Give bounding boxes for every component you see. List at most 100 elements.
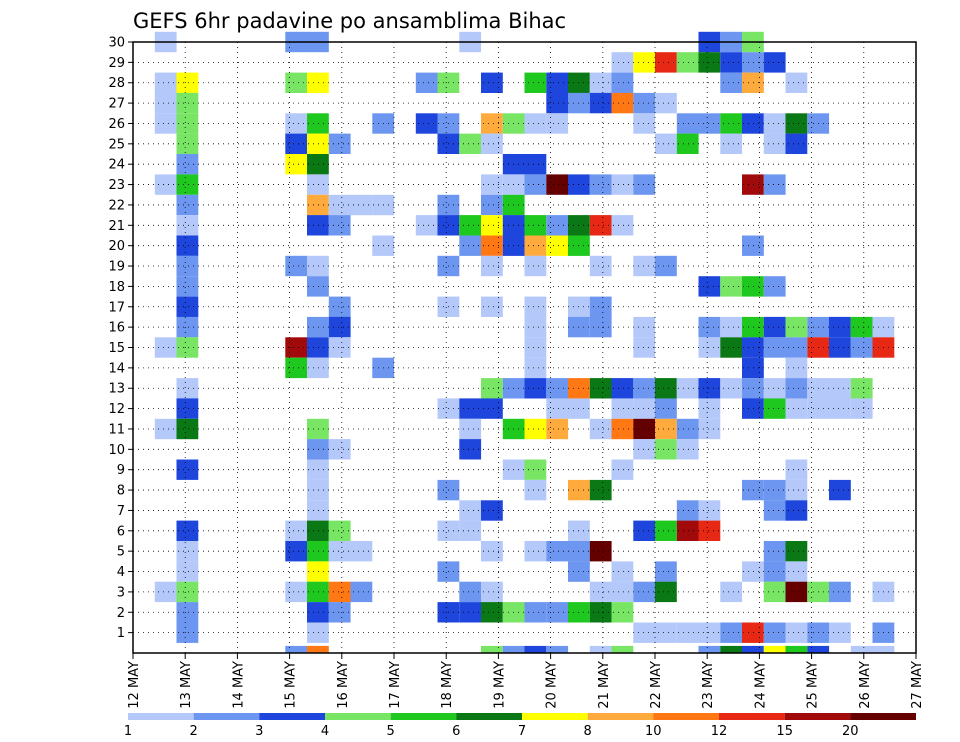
heatmap-cell [655,398,677,419]
y-tick-label: 6 [117,524,125,539]
heatmap-cell [328,602,351,623]
heatmap-cell [742,276,764,297]
heatmap-cell [546,418,569,440]
heatmap-cell [350,541,373,562]
heatmap-cell [785,357,808,379]
x-tick-label: 15 MAY [284,661,299,709]
heatmap-cell [285,520,308,541]
heatmap-cell [524,215,547,236]
heatmap-cell [481,500,503,521]
heatmap-cell [720,622,743,643]
heatmap-cell [829,378,851,399]
heatmap-cells [154,31,895,653]
y-tick-label: 18 [108,280,125,295]
heatmap-cell [176,174,199,195]
y-tick-label: 29 [108,56,125,71]
heatmap-cell [742,113,764,134]
heatmap-cell [763,174,786,195]
heatmap-cell [829,622,851,643]
heatmap-cell [524,72,547,93]
heatmap-cell [850,337,873,358]
heatmap-cell [481,398,503,419]
heatmap-cell [481,133,503,154]
x-tick-label: 27 MAY [910,661,925,709]
x-tick-label: 25 MAY [806,661,821,709]
heatmap-cell [524,337,547,358]
x-tick-label: 23 MAY [701,661,716,709]
heatmap-cell [285,113,308,134]
heatmap-cell [176,541,199,562]
y-tick-label: 17 [108,300,125,315]
heatmap-cell [459,520,482,541]
heatmap-cell [176,235,199,256]
x-tick-label: 18 MAY [440,661,455,709]
heatmap-cell [633,418,656,440]
heatmap-cell [176,255,199,277]
heatmap-cell [785,541,808,562]
heatmap-cell [720,645,743,653]
heatmap-cell [676,113,699,134]
y-tick-label: 15 [108,341,125,356]
heatmap-cell [481,215,503,236]
heatmap-cell [154,113,177,134]
heatmap-cell [524,357,547,379]
x-tick-label: 19 MAY [492,661,507,709]
heatmap-cell [459,215,482,236]
y-tick-label: 26 [108,117,125,132]
colorbar-label: 10 [645,724,662,739]
heatmap-cell [720,337,743,358]
y-tick-label: 13 [108,382,125,397]
heatmap-cell [611,459,634,480]
heatmap-cell [655,520,677,541]
heatmap-cell [328,194,351,216]
y-tick-label: 11 [108,422,125,437]
heatmap-cell [785,398,808,419]
heatmap-cell [154,92,177,114]
heatmap-cell [176,378,199,399]
heatmap-cell [655,418,677,440]
heatmap-cell [307,154,329,175]
heatmap-cell [698,520,721,541]
colorbar-swatch [325,713,391,720]
heatmap-cell [850,378,873,399]
heatmap-cell [763,398,786,419]
heatmap-cell [589,581,612,603]
y-tick-label: 28 [108,76,125,91]
heatmap-cell [611,72,634,93]
heatmap-cell [742,316,764,338]
heatmap-cell [720,581,743,603]
heatmap-cell [698,276,721,297]
heatmap-cell [720,113,743,134]
heatmap-cell [763,561,786,582]
heatmap-cell [502,645,525,653]
heatmap-cell [698,645,721,653]
heatmap-cell [676,439,699,460]
heatmap-cell [176,72,199,93]
heatmap-cell [176,520,199,541]
heatmap-cell [655,92,677,114]
heatmap-cell [720,52,743,73]
heatmap-cell [176,602,199,623]
heatmap-cell [698,622,721,643]
heatmap-cell [785,645,808,653]
heatmap-cell [633,378,656,399]
heatmap-cell [698,52,721,73]
heatmap-cell [785,500,808,521]
colorbar-swatch [784,713,851,720]
heatmap-cell [589,215,612,236]
heatmap-cell [328,296,351,317]
heatmap-cell [307,622,329,643]
heatmap-cell [546,645,569,653]
heatmap-cell [676,622,699,643]
heatmap-cell [850,398,873,419]
heatmap-cell [633,581,656,603]
colorbar-label: 20 [842,724,859,739]
heatmap-cell [176,215,199,236]
heatmap-cell [176,92,199,114]
x-tick-label: 12 MAY [127,661,142,709]
heatmap-cell [307,113,329,134]
heatmap-cell [698,500,721,521]
y-axis-ticks: 1234567891011121314151617181920212223242… [108,36,133,641]
heatmap-cell [785,72,808,93]
heatmap-cell [655,622,677,643]
